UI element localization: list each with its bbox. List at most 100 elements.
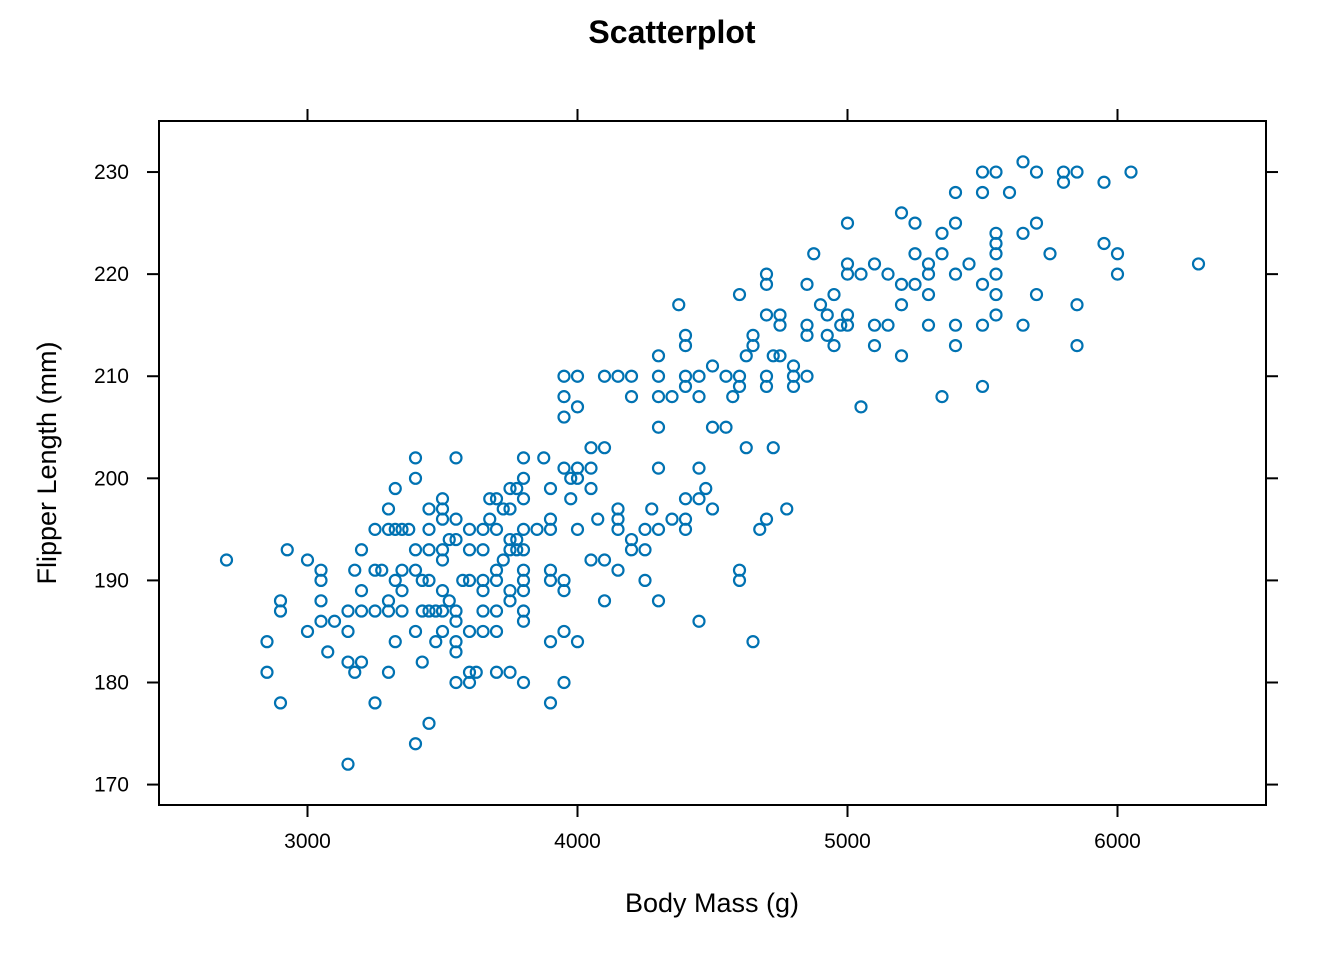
scatter-point — [584, 553, 598, 567]
scatter-point — [597, 594, 612, 608]
scatter-point — [759, 277, 774, 291]
scatter-point — [516, 492, 531, 506]
scatter-point — [543, 573, 558, 588]
scatter-point — [280, 543, 294, 557]
scatter-point — [1016, 226, 1030, 240]
scatter-point — [422, 604, 436, 618]
scatter-point — [773, 349, 787, 363]
scatter-point — [948, 267, 963, 281]
scatter-point — [422, 502, 436, 516]
scatter-point — [381, 522, 396, 536]
scatter-point — [422, 716, 436, 730]
scatter-point — [314, 614, 328, 628]
y-tick-label: 230 — [94, 161, 129, 184]
scatter-point — [989, 247, 1003, 261]
scatter-point — [651, 594, 666, 608]
scatter-point — [962, 257, 976, 271]
scatter-point — [557, 390, 571, 404]
x-tick-label: 6000 — [1094, 830, 1141, 853]
scatter-point — [591, 512, 605, 526]
scatter-point — [354, 604, 369, 618]
x-tick-label: 3000 — [284, 830, 331, 853]
scatter-point — [881, 318, 895, 332]
scatter-point — [341, 624, 355, 639]
scatter-point — [435, 512, 450, 526]
scatter-point — [1070, 165, 1084, 179]
scatter-point — [368, 696, 382, 710]
scatter-point — [948, 318, 963, 332]
scatter-point — [1070, 338, 1084, 353]
scatter-point — [341, 604, 355, 618]
scatter-point — [489, 665, 504, 679]
scatter-point — [975, 379, 990, 394]
scatter-point — [726, 390, 740, 404]
scatter-point — [476, 604, 490, 618]
scatter-point — [692, 614, 706, 628]
scatter-point — [1097, 236, 1111, 251]
scatter-point — [678, 379, 693, 394]
scatter-point — [449, 532, 463, 547]
scatter-point — [422, 573, 436, 588]
scatter-point — [739, 441, 753, 455]
scatter-point — [1016, 155, 1030, 169]
scatter-point — [300, 624, 315, 639]
scatter-point — [1056, 175, 1071, 189]
scatter-point — [699, 481, 713, 496]
scatter-point — [827, 287, 841, 302]
scatter-point — [395, 522, 409, 536]
scatter-point — [395, 584, 409, 598]
scatter-point — [543, 635, 558, 649]
scatter-point — [388, 481, 402, 496]
scatter-point — [449, 512, 463, 526]
scatter-point — [584, 461, 598, 475]
scatter-point — [510, 543, 524, 557]
x-tick-label: 4000 — [554, 830, 601, 853]
scatter-point — [462, 624, 477, 639]
x-axis-label: Body Mass (g) — [625, 888, 799, 918]
scatter-point — [408, 563, 423, 577]
scatter-point — [503, 665, 517, 679]
scatter-point — [854, 267, 868, 281]
scatter-point — [638, 573, 652, 588]
axis-ticks: 3000 4000 5000 6000 170 180 190 200 210 220 230 — [94, 109, 1278, 853]
scatter-point — [894, 298, 909, 312]
scatter-point — [408, 737, 423, 751]
scatter-point — [368, 604, 382, 618]
scatter-point — [543, 481, 558, 496]
scatter-point — [773, 318, 787, 332]
scatter-point — [834, 318, 848, 332]
scatter-point — [489, 604, 504, 618]
scatter-point — [381, 604, 396, 618]
scatter-point — [429, 604, 443, 618]
scatter-point — [1043, 247, 1057, 261]
scatter-point — [692, 390, 706, 404]
x-tick-label: 5000 — [824, 830, 871, 853]
scatter-point — [975, 185, 990, 200]
scatter-point — [908, 247, 922, 261]
scatter-point — [908, 216, 922, 230]
scatter-point — [1124, 165, 1138, 179]
scatter-point — [651, 349, 666, 363]
scatter-point — [759, 512, 774, 526]
scatter-point — [989, 165, 1003, 179]
scatter-point — [921, 318, 936, 332]
scatter-point — [705, 502, 720, 516]
scatter-point — [557, 624, 571, 639]
scatter-point — [273, 696, 288, 710]
scatter-point — [827, 338, 841, 353]
scatter-point — [449, 451, 463, 465]
scatter-point — [678, 492, 693, 506]
scatter-point — [570, 522, 585, 536]
scatter-point — [975, 165, 990, 179]
scatter-point — [867, 338, 882, 353]
scatter-point — [881, 267, 895, 281]
scatter-point — [564, 492, 578, 506]
scatter-point — [651, 390, 666, 404]
scatter-point — [388, 573, 402, 588]
scatter-point — [408, 543, 423, 557]
scatter-point — [732, 287, 747, 302]
scatter-point — [692, 492, 706, 506]
scatter-point — [462, 522, 477, 536]
scatter-point — [597, 369, 612, 383]
scatter-point — [449, 675, 463, 690]
